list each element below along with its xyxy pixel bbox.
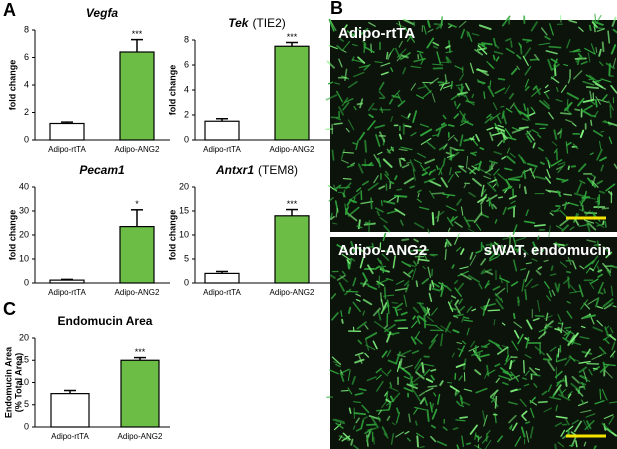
bar	[49, 122, 85, 141]
chart-title-suffix: (TEM8)	[258, 163, 298, 177]
y-tick-label: 20	[19, 332, 29, 342]
x-tick-label: Adipo-ANG2	[115, 145, 160, 154]
y-tick-label: 6	[24, 52, 29, 62]
y-tick-label: 5	[184, 253, 189, 263]
image-label: Adipo-ANG2	[338, 242, 427, 259]
y-tick-label: 15	[19, 355, 29, 365]
x-tick-label: Adipo-rtTA	[48, 145, 86, 154]
x-tick-label: Adipo-rtTA	[203, 288, 241, 297]
panel-label: A	[3, 0, 16, 20]
y-axis-label: (% Total Area)	[13, 353, 23, 413]
x-tick-label: Adipo-rtTA	[48, 288, 86, 297]
chart-title-suffix: (TIE2)	[252, 16, 285, 30]
y-tick-label: 10	[19, 377, 29, 387]
y-tick-label: 6	[184, 59, 189, 69]
y-tick-label: 8	[24, 24, 29, 34]
y-tick-label: 0	[184, 134, 189, 144]
bar	[274, 45, 310, 141]
y-tick-label: 20	[19, 229, 29, 239]
y-tick-label: 0	[184, 277, 189, 287]
chart-title: Tek (TIE2)	[228, 16, 286, 30]
chart-title: Pecam1	[79, 163, 125, 177]
y-tick-label: 10	[179, 229, 189, 239]
y-tick-label: 4	[184, 84, 189, 94]
bar	[119, 226, 155, 284]
y-tick-label: 2	[184, 109, 189, 119]
x-tick-label: Adipo-rtTA	[51, 432, 89, 441]
chart-title: Vegfa	[86, 6, 119, 20]
y-axis-label: fold change	[167, 210, 177, 261]
bar	[204, 120, 240, 141]
panel-label: C	[3, 299, 16, 319]
image-caption: sWAT, endomucin	[484, 242, 611, 259]
chart-title-main: Vegfa	[86, 6, 119, 20]
y-tick-label: 0	[24, 134, 29, 144]
bar	[119, 51, 155, 141]
bar	[274, 215, 310, 284]
chart-title-main: Antxr1	[215, 163, 254, 177]
chart-title-main: Tek	[228, 16, 250, 30]
bar	[49, 279, 85, 284]
panel-label: B	[330, 0, 343, 18]
significance: ***	[135, 347, 146, 357]
y-tick-label: 8	[184, 34, 189, 44]
image-label: Adipo-rtTA	[338, 25, 415, 42]
x-tick-label: Adipo-ANG2	[115, 288, 160, 297]
significance: *	[135, 199, 139, 209]
y-tick-label: 0	[24, 277, 29, 287]
y-tick-label: 20	[179, 181, 189, 191]
micrograph	[326, 232, 617, 449]
y-axis-label: fold change	[167, 65, 177, 116]
y-tick-label: 4	[24, 79, 29, 89]
chart-title-main: Endomucin Area	[58, 314, 153, 328]
x-tick-label: Adipo-rtTA	[203, 145, 241, 154]
bar	[120, 359, 160, 428]
y-axis-label: fold change	[7, 60, 17, 111]
significance: ***	[287, 199, 298, 209]
chart-title: Antxr1 (TEM8)	[215, 163, 298, 177]
bar	[204, 272, 240, 284]
micrograph	[325, 13, 617, 238]
y-tick-label: 5	[24, 399, 29, 409]
x-tick-label: Adipo-ANG2	[118, 432, 163, 441]
bar	[50, 393, 90, 428]
significance: ***	[287, 32, 298, 42]
y-tick-label: 2	[24, 107, 29, 117]
chart-title: Endomucin Area	[58, 314, 153, 328]
y-tick-label: 30	[19, 205, 29, 215]
significance: ***	[132, 29, 143, 39]
y-axis-label: fold change	[7, 210, 17, 261]
x-tick-label: Adipo-ANG2	[270, 145, 315, 154]
chart-title-main: Pecam1	[79, 163, 125, 177]
y-tick-label: 40	[19, 181, 29, 191]
y-tick-label: 0	[24, 421, 29, 431]
x-tick-label: Adipo-ANG2	[270, 288, 315, 297]
y-tick-label: 15	[179, 205, 189, 215]
y-axis-label: Endomucin Area	[3, 346, 13, 418]
y-tick-label: 10	[19, 253, 29, 263]
